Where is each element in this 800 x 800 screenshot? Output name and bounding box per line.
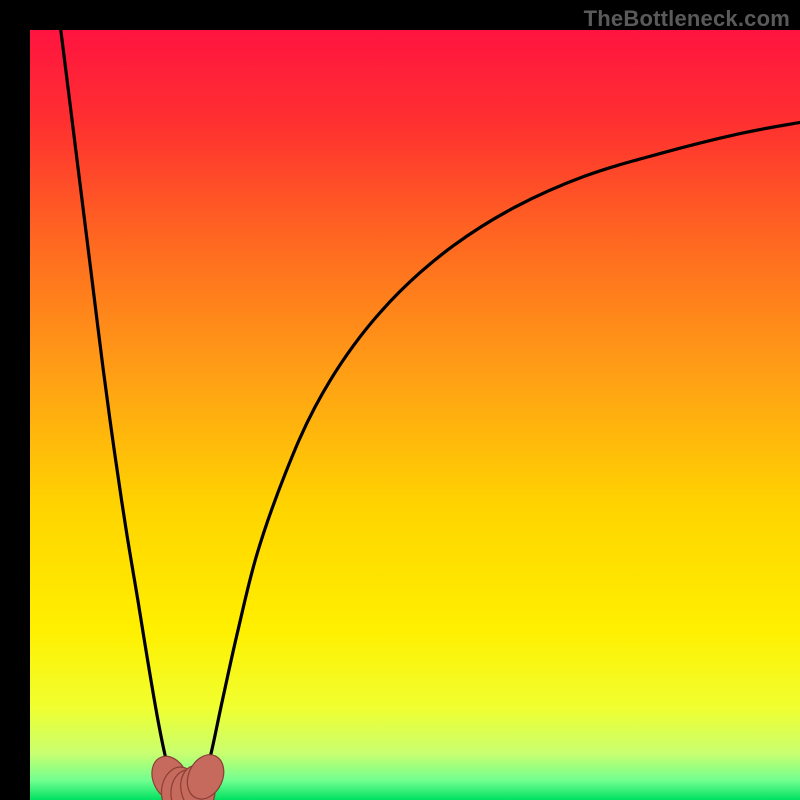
plot-area [30, 30, 800, 800]
chart-container: TheBottleneck.com [0, 0, 800, 800]
plot-svg [30, 30, 800, 800]
watermark-text: TheBottleneck.com [584, 6, 790, 32]
